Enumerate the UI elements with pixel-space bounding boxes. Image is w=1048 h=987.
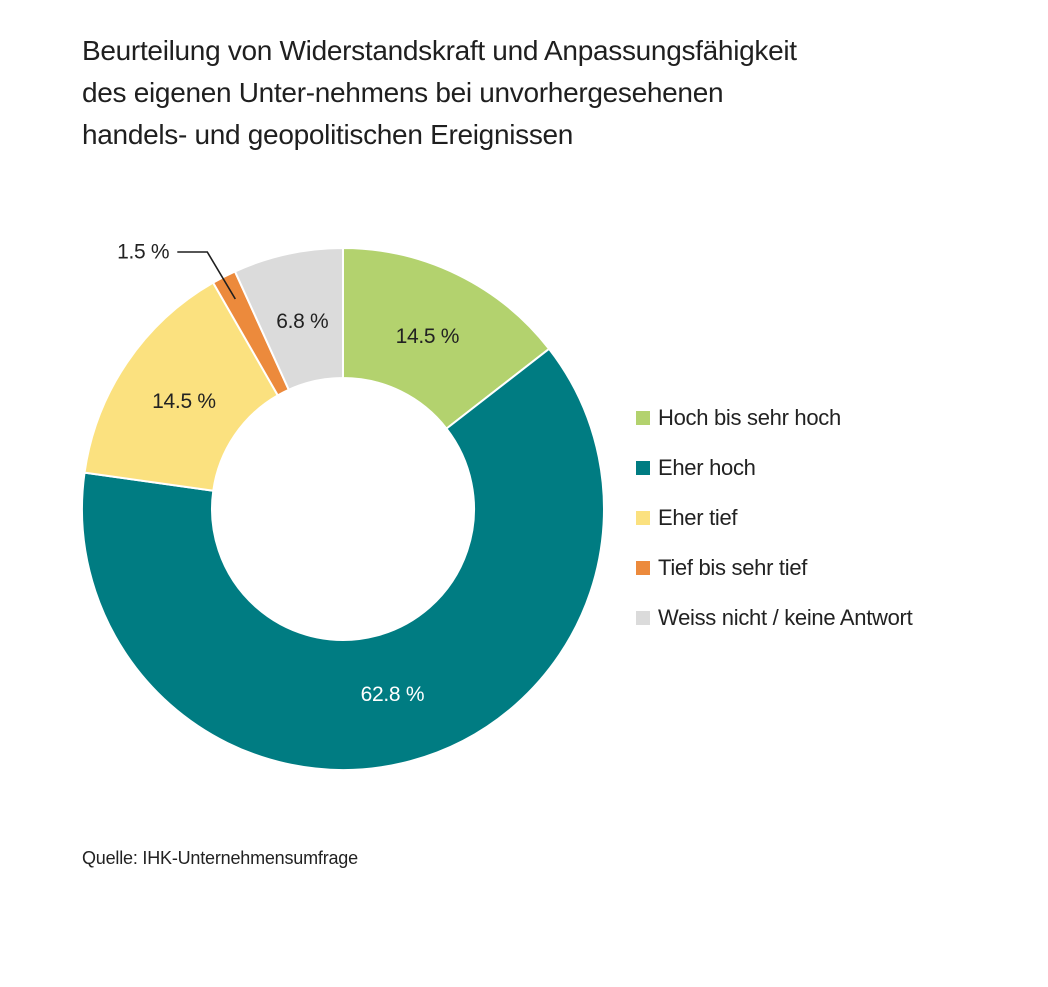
slice-label-eher-tief: 14.5 %: [152, 390, 216, 413]
callout-leader: [177, 251, 236, 300]
chart-title: Beurteilung von Widerstandskraft und Anp…: [82, 30, 982, 156]
slice-label-tief-bis-sehr-tief: 1.5 %: [117, 241, 169, 264]
slice-labels: 14.5 % 62.8 % 14.5 % 1.5 % 6.8 %: [117, 241, 459, 707]
chart-title-line-3: handels- und geopolitischen Ereignissen: [82, 119, 574, 150]
legend-swatch: [636, 461, 650, 475]
legend-label: Weiss nicht / keine Antwort: [658, 605, 913, 630]
legend-item-hoch-bis-sehr-hoch: Hoch bis sehr hoch: [636, 393, 912, 443]
legend-label: Hoch bis sehr hoch: [658, 405, 841, 430]
legend-swatch: [636, 511, 650, 525]
slice-label-eher-hoch: 62.8 %: [361, 683, 425, 706]
legend-item-tief-bis-sehr-tief: Tief bis sehr tief: [636, 543, 912, 593]
legend-item-weiss-nicht-keine-antwort: Weiss nicht / keine Antwort: [636, 593, 913, 643]
legend-label: Eher hoch: [658, 455, 756, 480]
chart-title-line-1: Beurteilung von Widerstandskraft und Anp…: [82, 35, 797, 66]
slice-eher-hoch: [81, 347, 605, 771]
slice-label-hoch-bis-sehr-hoch: 14.5 %: [396, 325, 460, 348]
legend-swatch: [636, 411, 650, 425]
slice-eher-tief: [83, 281, 280, 492]
legend-swatch: [636, 561, 650, 575]
donut-slices: [81, 246, 605, 771]
slice-hoch-bis-sehr-hoch: [342, 246, 551, 431]
legend-item-eher-hoch: Eher hoch: [636, 443, 912, 493]
chart-title-line-2: des eigenen Unter-nehmens bei unvorherge…: [82, 77, 724, 108]
callout-line-tief-bis-sehr-tief: [177, 251, 236, 300]
slice-label-weiss-nicht-keine-antwort: 6.8 %: [276, 310, 328, 333]
slice-weiss-nicht-keine-antwort: [233, 246, 344, 392]
source-note: Quelle: IHK-Unternehmensumfrage: [82, 848, 358, 868]
legend-item-eher-tief: Eher tief: [636, 493, 912, 543]
legend-label: Eher tief: [658, 505, 738, 530]
chart-legend: Hoch bis sehr hoch Eher hoch Eher tief Tief…: [636, 393, 913, 643]
legend-label: Tief bis sehr tief: [658, 555, 808, 580]
legend-swatch: [636, 611, 650, 625]
